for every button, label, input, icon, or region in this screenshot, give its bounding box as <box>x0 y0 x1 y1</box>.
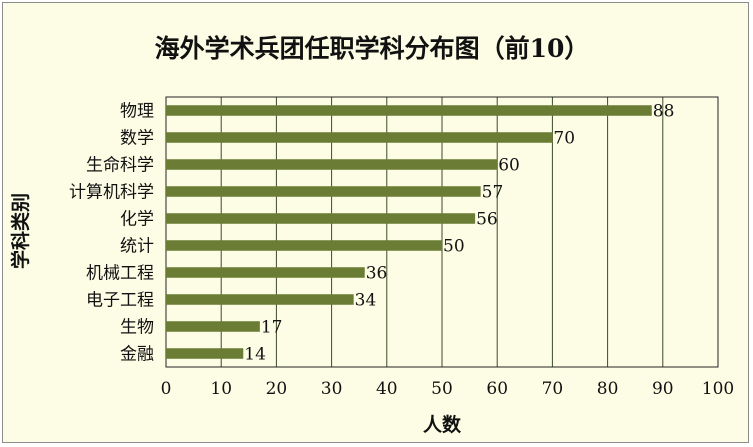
chart-title: 海外学术兵团任职学科分布图（前10） <box>155 34 590 63</box>
bar <box>166 321 260 332</box>
bar <box>166 105 652 116</box>
x-tick-label: 10 <box>210 379 232 399</box>
x-tick-label: 60 <box>486 379 508 399</box>
data-label: 34 <box>355 291 377 311</box>
data-label: 14 <box>244 345 266 365</box>
category-label: 统计 <box>120 237 154 257</box>
x-tick-label: 20 <box>266 379 288 399</box>
x-tick-label: 30 <box>321 379 343 399</box>
bar <box>166 186 481 197</box>
x-tick-label: 100 <box>702 379 734 399</box>
data-label: 88 <box>653 102 675 122</box>
category-label: 化学 <box>120 210 154 230</box>
plot-area <box>165 96 719 368</box>
data-label: 17 <box>261 318 283 338</box>
bar <box>166 240 442 251</box>
bar <box>166 159 498 170</box>
data-labels: 88 70 60 57 56 50 36 34 17 14 <box>244 102 674 365</box>
x-tick-label: 90 <box>652 379 674 399</box>
data-label: 70 <box>553 129 575 149</box>
x-tick-label: 80 <box>597 379 619 399</box>
category-label: 金融 <box>120 345 154 365</box>
category-label: 生物 <box>120 318 154 338</box>
data-label: 36 <box>366 264 388 284</box>
data-label: 50 <box>443 237 465 257</box>
bar <box>166 294 354 305</box>
x-tick-label: 70 <box>542 379 564 399</box>
category-label: 生命科学 <box>86 156 154 176</box>
bar <box>166 267 365 278</box>
bar <box>166 213 476 224</box>
x-tick-label: 40 <box>376 379 398 399</box>
category-label: 数学 <box>120 129 154 149</box>
y-axis-title: 学科类别 <box>9 193 32 269</box>
category-label: 物理 <box>120 102 154 122</box>
x-axis-title: 人数 <box>423 413 462 436</box>
x-tick-labels: 0 10 20 30 40 50 60 70 80 90 100 <box>161 379 735 399</box>
data-label: 56 <box>476 210 498 230</box>
category-label: 计算机科学 <box>69 183 154 203</box>
bar <box>166 348 244 359</box>
data-label: 60 <box>498 156 520 176</box>
bars <box>166 105 652 359</box>
x-tick-label: 0 <box>161 379 172 399</box>
category-label: 机械工程 <box>86 264 154 284</box>
category-label: 电子工程 <box>86 291 154 311</box>
bar <box>166 132 553 143</box>
x-tick-label: 50 <box>431 379 453 399</box>
data-label: 57 <box>482 183 504 203</box>
